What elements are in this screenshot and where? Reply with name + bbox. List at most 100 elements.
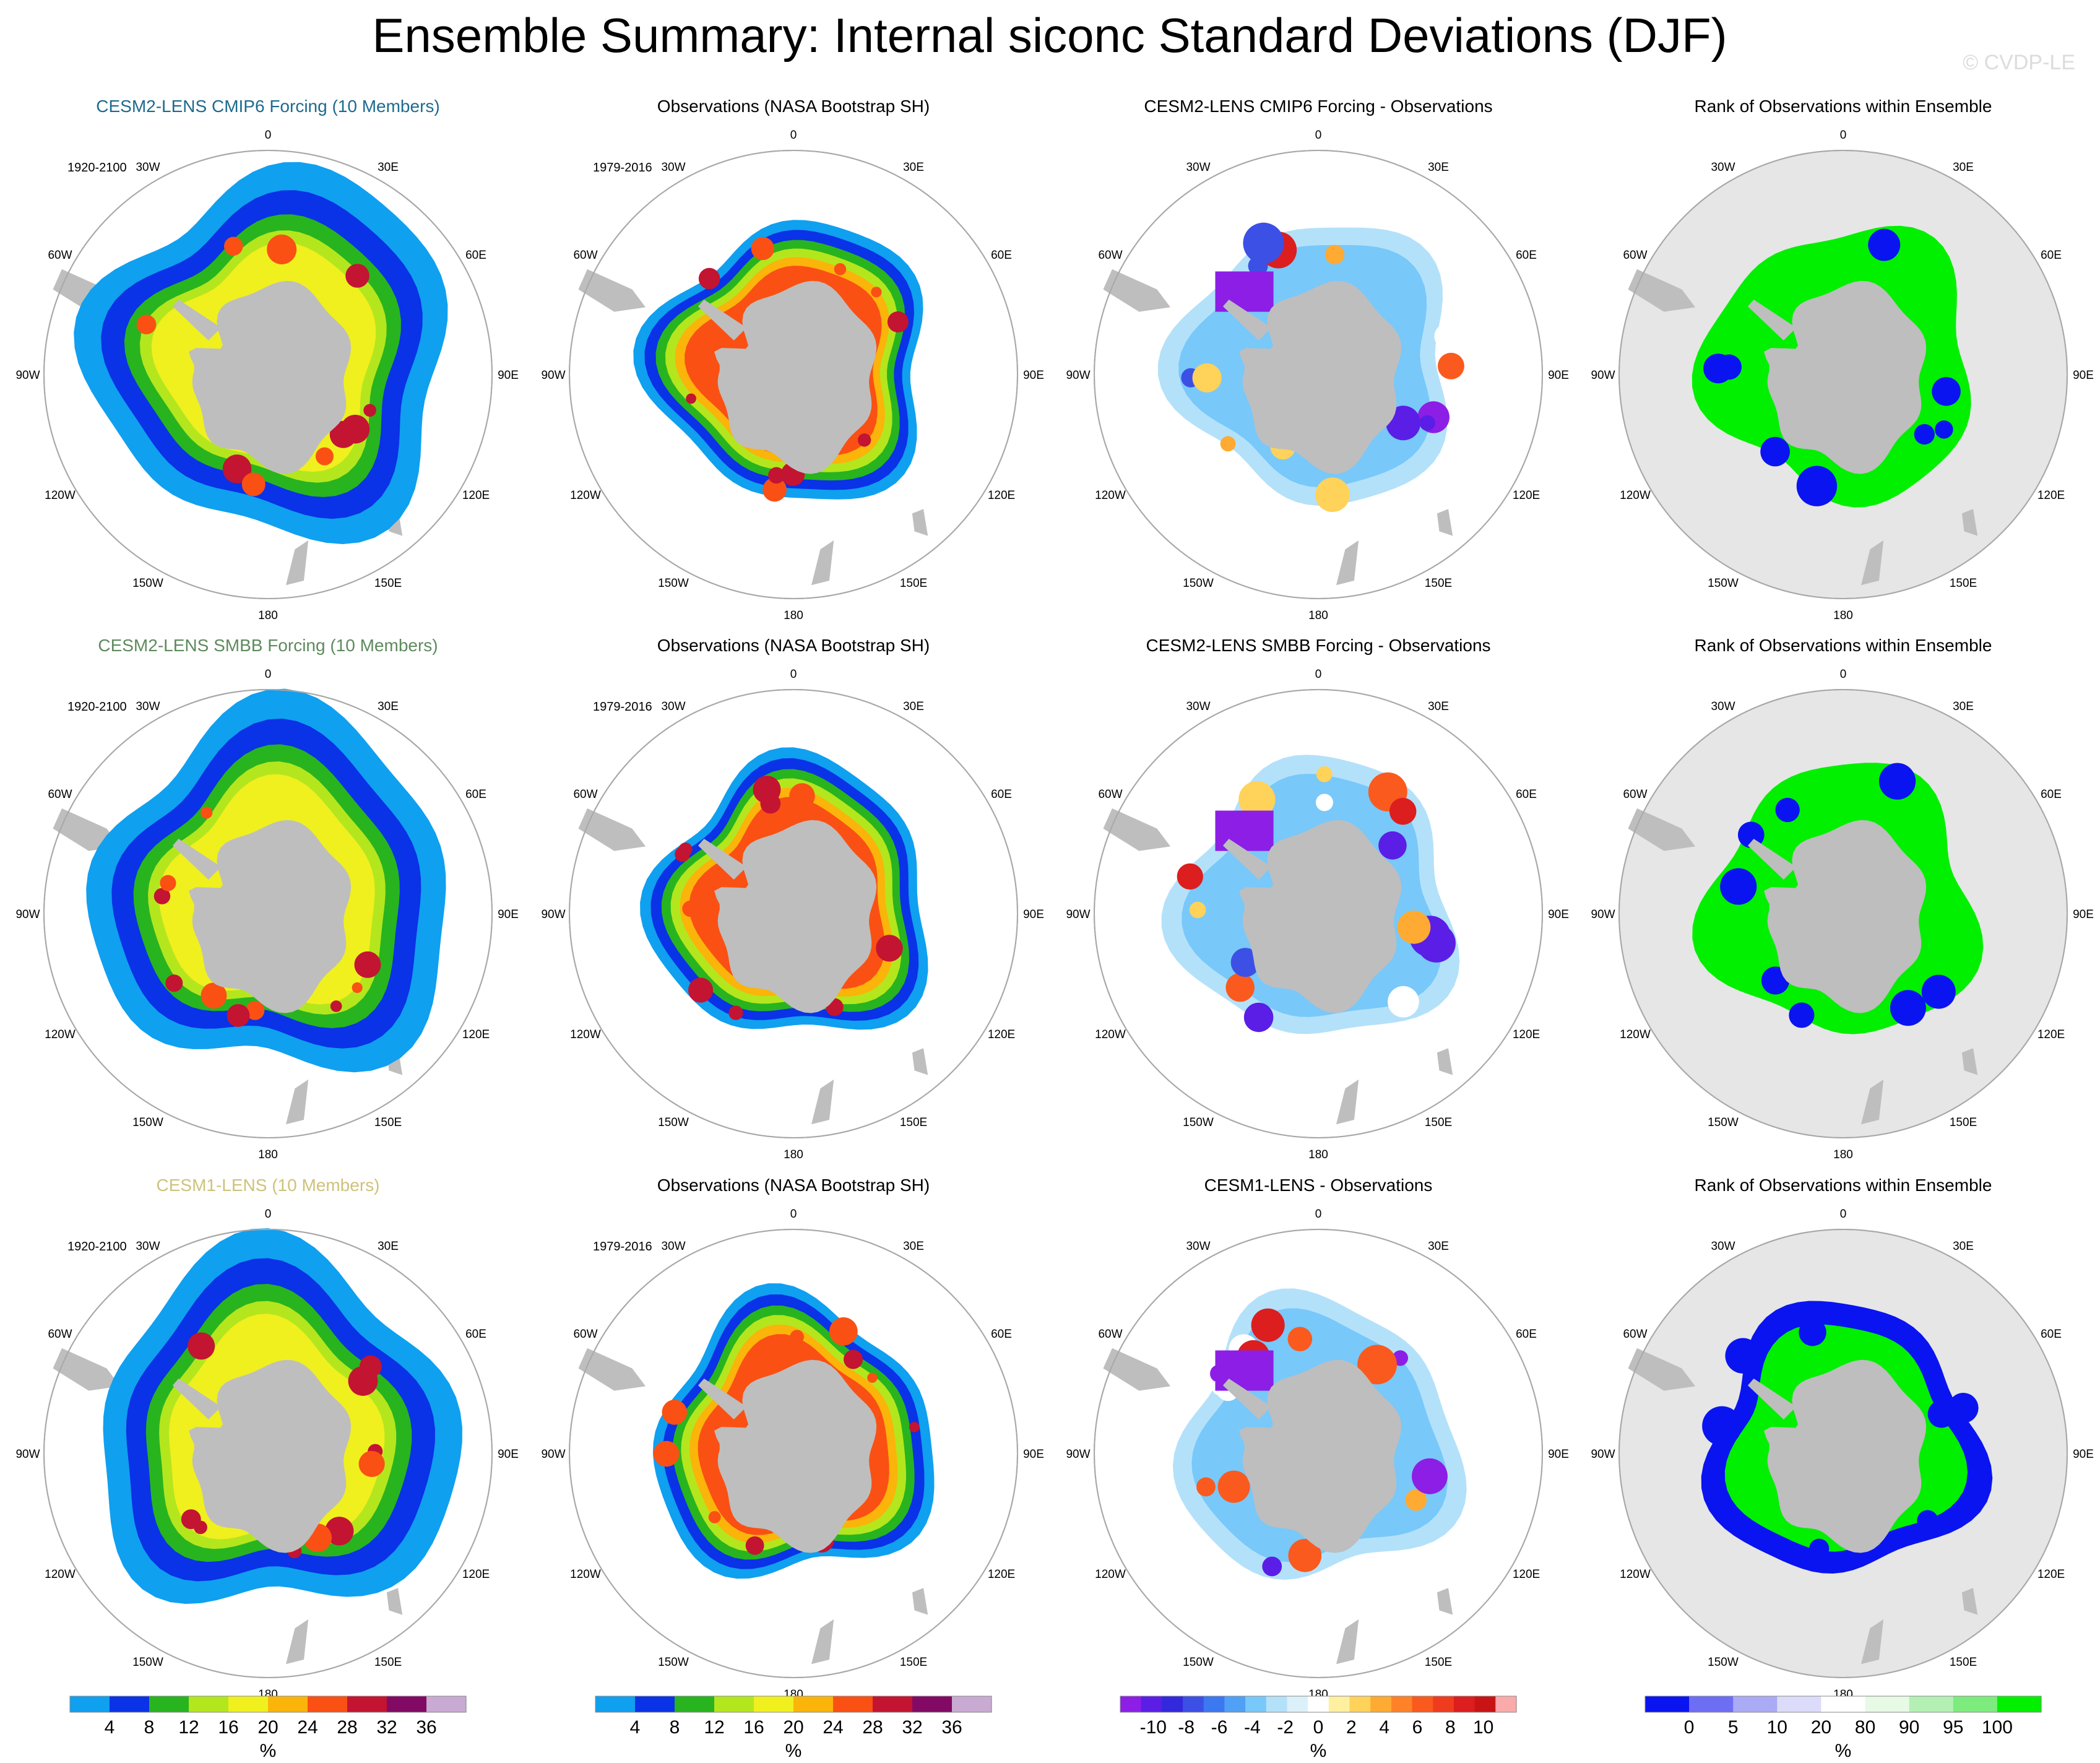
longitude-label: 30E [1953,161,1974,174]
longitude-label: 30W [1711,700,1735,713]
longitude-label: 90W [1591,369,1615,382]
longitude-label: 120E [462,1568,490,1581]
colorbar-tick-label: 4 [630,1717,641,1738]
longitude-label: 120E [462,1028,490,1041]
tasmania-land [912,1048,928,1075]
diff-hotspot [1397,911,1431,944]
sea-ice-hotspot [363,404,376,417]
longitude-label: 180 [1833,609,1853,622]
tasmania-land [1437,1588,1453,1615]
longitude-label: 150W [1708,1656,1739,1669]
map-border [43,689,493,1138]
longitude-label: 180 [1308,609,1328,622]
longitude-label: 60E [991,788,1012,801]
longitude-label: 120W [45,1028,76,1041]
sea-ice-hotspot [329,420,357,448]
colorbar-swatch [189,1696,229,1712]
colorbar-swatch [1287,1696,1308,1712]
colorbar-tick-label: 90 [1899,1717,1919,1738]
colorbar-swatch [595,1696,636,1712]
colorbar-swatch [308,1696,348,1712]
panel-title: Rank of Observations within Ensemble [1695,636,1992,655]
diff-hotspot [1388,985,1419,1018]
tasmania-land [912,509,928,536]
colorbar-tick-label: 24 [297,1717,318,1738]
longitude-label: 60W [1623,249,1647,262]
sea-ice-hotspot [728,1005,743,1020]
panel-title: CESM1-LENS - Observations [1204,1176,1433,1195]
colorbar-swatch [1777,1696,1821,1712]
diff-hotspot [1243,222,1284,264]
diff-hotspot [1315,794,1333,812]
longitude-label: 150W [132,577,163,590]
colorbar-tick-label: 20 [783,1717,803,1738]
antarctic-peninsula-land [1747,299,1797,340]
sea-ice-hotspot [241,472,266,496]
longitude-label: 60W [48,788,72,801]
colorbar-swatch [70,1696,110,1712]
map-border [1094,150,1543,599]
longitude-label: 30W [136,700,160,713]
antarctic-peninsula-land [1747,838,1797,880]
longitude-label: 120W [1095,1028,1126,1041]
longitude-label: 120E [2037,489,2065,502]
longitude-label: 0 [1315,129,1322,142]
colorbar-tick-label: 36 [941,1717,962,1738]
map-border [569,150,1018,599]
panel-title: Observations (NASA Bootstrap SH) [657,1176,930,1195]
longitude-label: 60E [1516,1328,1537,1341]
longitude-label: 60E [465,249,486,262]
longitude-label: 150W [658,577,689,590]
longitude-label: 180 [1833,1148,1853,1161]
colorbar-tick-label: 10 [1767,1717,1787,1738]
map-panel: CESM2-LENS CMIP6 Forcing - Observations 0… [1066,97,1568,622]
sea-ice-hotspot [857,433,871,447]
new-zealand-land [1860,540,1884,586]
longitude-label: 30E [1428,161,1449,174]
diff-hotspot [1316,766,1333,782]
colorbar-tick-label: -6 [1211,1717,1228,1738]
colorbar-swatch [1349,1696,1371,1712]
diff-hotspot [1434,323,1460,349]
longitude-label: 60E [465,1328,486,1341]
antarctic-peninsula-land [1222,838,1272,880]
antarctica-land [714,280,877,474]
colorbar-swatch [1821,1696,1866,1712]
longitude-label: 120W [1620,1568,1651,1581]
rank-hotspot [1914,423,1935,445]
longitude-label: 0 [790,129,797,142]
longitude-label: 30E [378,700,399,713]
longitude-label: 90W [15,1448,40,1461]
longitude-label: 90W [1591,908,1615,921]
colorbar-swatch [1953,1696,1998,1712]
diff-hotspot [1177,863,1203,890]
south-america-land [1103,269,1171,312]
colorbar-tick-label: 0 [1313,1717,1324,1738]
colorbar-tick-label: 4 [105,1717,115,1738]
longitude-label: 120W [1095,489,1126,502]
tasmania-land [1961,509,1978,536]
colorbar-swatch [426,1696,467,1712]
rank-hotspot [1796,466,1838,506]
new-zealand-land [811,1619,834,1665]
colorbar-tick-label: 28 [337,1717,357,1738]
longitude-label: 0 [265,129,272,142]
colorbar-swatch [268,1696,308,1712]
diff-hotspot [1238,781,1276,818]
map-border [1094,689,1543,1138]
longitude-label: 60W [1098,249,1122,262]
sea-ice-hotspot [653,1440,680,1467]
sea-ice-hotspot [345,264,369,288]
longitude-label: 90W [1066,369,1090,382]
longitude-label: 150E [374,577,402,590]
longitude-label: 120E [988,1568,1015,1581]
new-zealand-land [1336,1079,1359,1125]
longitude-label: 90E [1023,908,1044,921]
sea-ice-hotspot [222,454,252,483]
antarctic-peninsula-land [172,1378,222,1419]
longitude-label: 150E [900,577,927,590]
colorbar-tick-label: 28 [862,1717,883,1738]
rank-hotspot [1799,1319,1826,1346]
map-border [1618,150,2068,599]
longitude-label: 120E [1513,489,1540,502]
